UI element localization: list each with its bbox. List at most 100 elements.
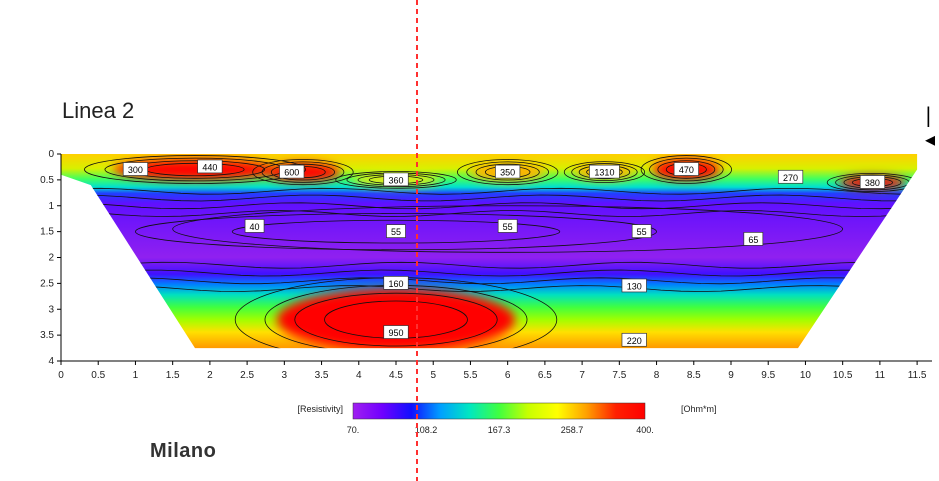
contour-line	[475, 163, 540, 181]
contour-label: 600	[279, 164, 305, 179]
contour-label-text: 440	[202, 162, 217, 172]
contour-line	[84, 155, 306, 184]
contour-label-layer: 300 440 600 360 350 1310 470 270 380 40 55 55 55 65 16…	[122, 159, 886, 347]
contour-label-text: 470	[679, 165, 694, 175]
contour-line	[563, 161, 646, 183]
x-tick-label: 11	[875, 370, 886, 381]
x-tick-label: 8.5	[687, 370, 701, 381]
contour-label-text: 600	[284, 168, 299, 178]
contour-label: 130	[621, 278, 647, 293]
contour-line	[61, 210, 918, 217]
contour-label: 40	[244, 219, 265, 233]
x-tick-label: 9	[728, 370, 734, 381]
y-tick-label: 2	[48, 253, 54, 264]
colorbar-tick-label: 258.7	[561, 425, 584, 435]
x-tick-label: 5	[430, 370, 436, 381]
x-tick-label: 2.5	[240, 370, 254, 381]
contour-label-text: 65	[748, 235, 758, 245]
colorbar-tick-label: 167.3	[488, 425, 511, 435]
x-tick-label: 4	[356, 370, 362, 381]
x-tick-label: 7	[579, 370, 585, 381]
y-tick-label: 2.5	[40, 278, 54, 289]
contour-label-text: 55	[637, 227, 647, 237]
y-tick-label: 4	[48, 356, 54, 367]
contour-line	[826, 172, 918, 192]
contour-label-text: 55	[391, 227, 401, 237]
contour-line	[61, 277, 918, 285]
colorbar-label: [Resistivity]	[297, 404, 343, 414]
contour-label: 440	[197, 159, 223, 174]
contour-label: 300	[122, 162, 149, 176]
x-tick-label: 8	[654, 370, 660, 381]
colorbar-tick-label: 70.	[347, 425, 360, 435]
contour-label-text: 950	[388, 328, 403, 338]
resistivity-anomaly	[276, 288, 516, 349]
contour-line	[657, 160, 716, 179]
y-tick-label: 3	[48, 304, 54, 315]
contour-label-text: 55	[503, 222, 513, 232]
x-tick-label: 9.5	[761, 370, 775, 381]
contour-line	[640, 155, 732, 184]
contour-label: 350	[495, 164, 521, 179]
x-tick-label: 11.5	[908, 370, 927, 381]
x-tick-label: 2	[207, 370, 213, 381]
contour-label: 270	[777, 169, 804, 184]
contour-label-text: 160	[388, 279, 403, 289]
contour-line	[571, 163, 638, 182]
contour-line	[61, 285, 918, 292]
x-tick-label: 5.5	[463, 370, 477, 381]
colorbar-tick-label: 108.2	[415, 425, 438, 435]
contour-label: 360	[383, 172, 409, 187]
contour-line	[335, 171, 457, 189]
y-tick-label: 1.5	[40, 227, 54, 238]
bottom-caption: Milano	[150, 440, 217, 462]
x-tick-label: 0.5	[91, 370, 105, 381]
contour-label: 55	[497, 219, 518, 233]
contour-label-text: 220	[627, 336, 642, 346]
contour-label-text: 130	[627, 281, 642, 291]
contour-line	[172, 205, 844, 253]
colorbar-gradient	[352, 402, 646, 420]
contour-label-text: 350	[500, 168, 515, 178]
chart-title: Linea 2	[62, 98, 135, 123]
contour-label: 65	[743, 232, 764, 246]
resistivity-anomaly	[113, 159, 277, 180]
contour-line	[135, 213, 657, 251]
contour-label: 55	[386, 224, 406, 238]
x-tick-label: 6.5	[538, 370, 552, 381]
contour-line	[457, 159, 559, 186]
y-tick-label: 1	[48, 201, 54, 212]
section-body	[61, 154, 918, 349]
y-tick-label: 0	[48, 149, 54, 160]
contour-label-text: 40	[250, 222, 260, 232]
colorbar-unit: [Ohm*m]	[681, 404, 717, 414]
contour-label: 1310	[589, 164, 620, 179]
contour-label-text: 380	[865, 178, 880, 188]
y-tick-label: 0.5	[40, 175, 54, 186]
contour-line	[61, 261, 918, 269]
contour-label: 55	[631, 224, 652, 238]
contour-label-text: 300	[128, 165, 143, 175]
colorbar-tick-label: 400.	[636, 425, 654, 435]
contour-label: 380	[859, 175, 886, 189]
contour-label-text: 360	[388, 175, 403, 185]
axes: 0 0.5 1 1.5 2 2.5 3 3.5 4 4.5 5 5.5 6 6.5 7 7.5 8 8.5 9 9.5…	[40, 149, 932, 381]
contour-line	[270, 163, 335, 181]
contour-line	[61, 187, 918, 195]
x-tick-label: 3	[282, 370, 288, 381]
x-tick-label: 10	[800, 370, 812, 381]
contour-label-text: 270	[783, 173, 798, 183]
x-tick-label: 10.5	[833, 370, 853, 381]
contour-line	[649, 157, 724, 182]
colorbar: [Resistivity] [Ohm*m] 70. 108.2 167.3 258.7 40…	[297, 402, 717, 435]
contour-label: 160	[383, 276, 409, 290]
contour-line	[261, 161, 345, 183]
x-tick-label: 6	[505, 370, 511, 381]
contour-line	[294, 292, 498, 347]
x-tick-label: 4.5	[389, 370, 403, 381]
contour-label: 950	[383, 325, 409, 339]
x-tick-label: 7.5	[612, 370, 626, 381]
contour-label: 220	[621, 332, 647, 347]
x-tick-label: 1	[133, 370, 139, 381]
